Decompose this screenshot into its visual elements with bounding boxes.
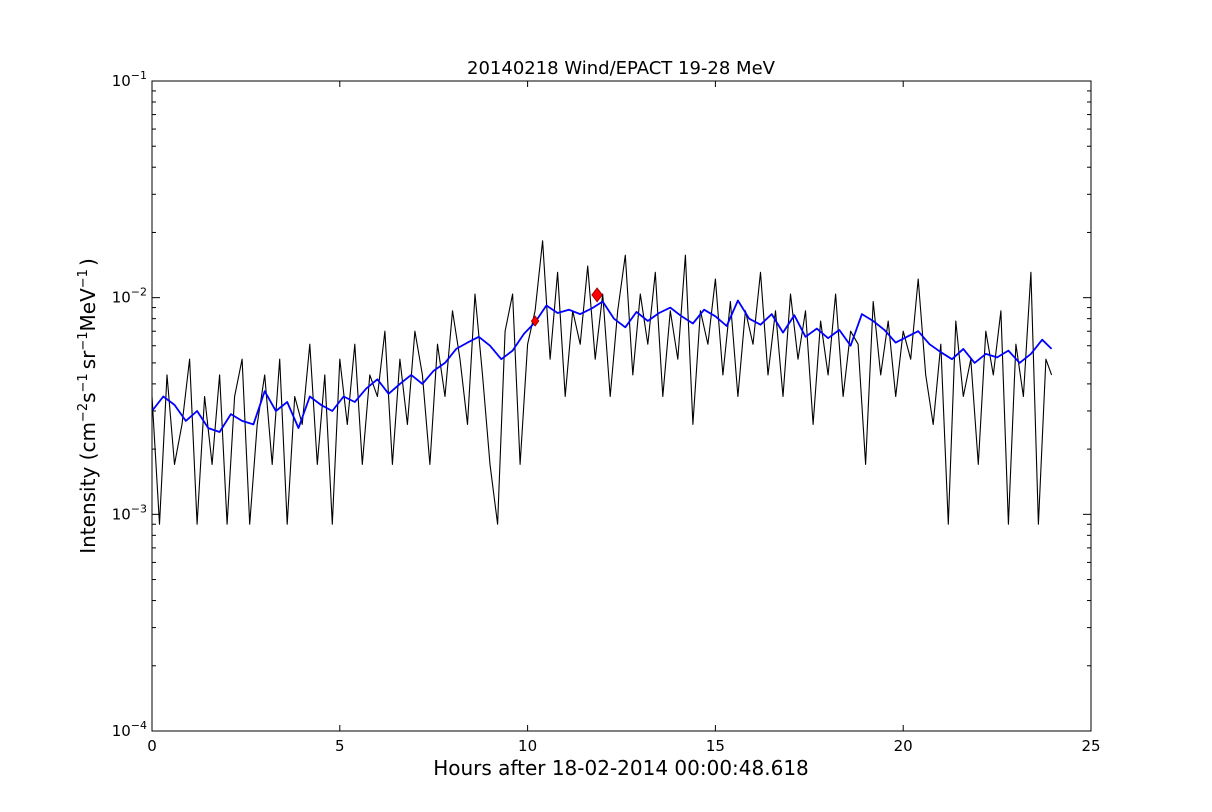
y-axis-label: Intensity (cm−2s−1sr−1MeV−1) [76,258,100,554]
y-tick-label-base: 10 [112,289,131,307]
y-tick-label: 10−1 [112,69,147,90]
marker-layer [530,287,603,327]
y-tick-label-exponent: −1 [131,69,147,82]
y-axis-label-sr: sr [76,350,100,369]
y-tick-label-exponent: −4 [131,719,147,732]
y-tick-label-base: 10 [112,505,131,523]
y-tick-label: 10−4 [112,719,147,740]
y-axis-label-suffix: ) [76,258,100,266]
y-axis-label-sup-4: −1 [76,269,91,288]
y-tick-label: 10−2 [112,286,147,307]
y-axis-label-sup-3: −1 [76,331,91,350]
y-axis-label-s: s [76,392,100,402]
x-tick-label: 15 [706,737,725,755]
series-line-smoothed [151,299,1053,433]
x-tick-label: 25 [1081,737,1100,755]
y-tick-label: 10−3 [112,502,147,523]
plot-area [151,80,1092,732]
y-tick-label-exponent: −2 [131,286,147,299]
event-marker-1 [530,315,540,327]
chart-title: 20140218 Wind/EPACT 19-28 MeV [467,58,776,79]
series-layer [151,240,1053,525]
series-line-raw [151,240,1053,525]
y-axis-label-sup-2: −1 [76,373,91,392]
x-tick-label: 5 [335,737,345,755]
x-tick-label: 0 [147,737,157,755]
y-axis-label-prefix: Intensity (cm [76,422,100,554]
x-axis-label: Hours after 18-02-2014 00:00:48.618 [433,756,809,780]
x-tick-label: 20 [894,737,913,755]
y-tick-label-base: 10 [112,722,131,740]
y-tick-label-exponent: −3 [131,502,147,515]
axes-frame [151,80,1092,732]
event-marker-2 [591,287,603,303]
y-axis-label-mev: MeV [76,288,100,332]
y-tick-label-base: 10 [112,72,131,90]
x-tick-label: 10 [518,737,537,755]
y-axis-label-sup-1: −2 [76,403,91,422]
